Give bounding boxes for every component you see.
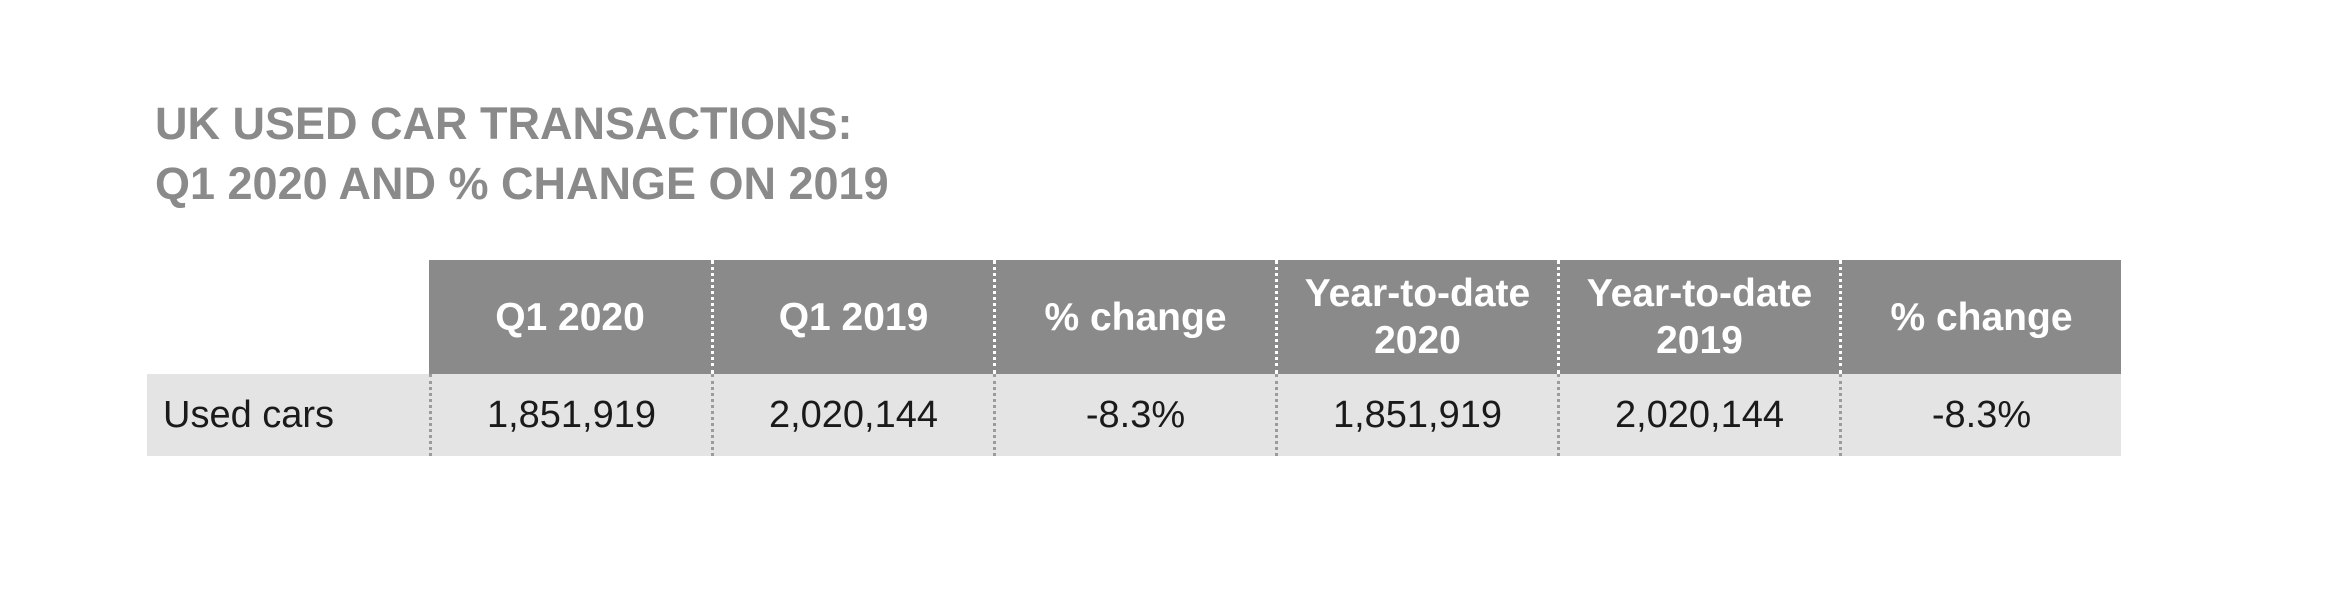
table-header-q1-2019: Q1 2019 [711,260,993,374]
page-title-line-2: Q1 2020 AND % CHANGE ON 2019 [155,158,889,209]
page-title: UK USED CAR TRANSACTIONS: Q1 2020 AND % … [155,94,889,214]
cell-ytd-2020-value: 1,851,919 [1275,374,1557,456]
used-car-transactions-table: Q1 2020 Q1 2019 % change Year-to-date 20… [147,260,2121,456]
table-header-q1-2020: Q1 2020 [429,260,711,374]
table-header-ytd-2019: Year-to-date 2019 [1557,260,1839,374]
cell-q1-2020-value: 1,851,919 [429,374,711,456]
cell-pct-change-quarter-value: -8.3% [993,374,1275,456]
cell-ytd-2019-value: 2,020,144 [1557,374,1839,456]
cell-pct-change-ytd-value: -8.3% [1839,374,2121,456]
table-header-corner-cell [147,260,429,374]
cell-q1-2019-value: 2,020,144 [711,374,993,456]
table-header-ytd-2020: Year-to-date 2020 [1275,260,1557,374]
row-label-used-cars: Used cars [147,374,429,456]
table-header-pct-change-quarter: % change [993,260,1275,374]
page-title-line-1: UK USED CAR TRANSACTIONS: [155,98,853,149]
table-header-pct-change-ytd: % change [1839,260,2121,374]
